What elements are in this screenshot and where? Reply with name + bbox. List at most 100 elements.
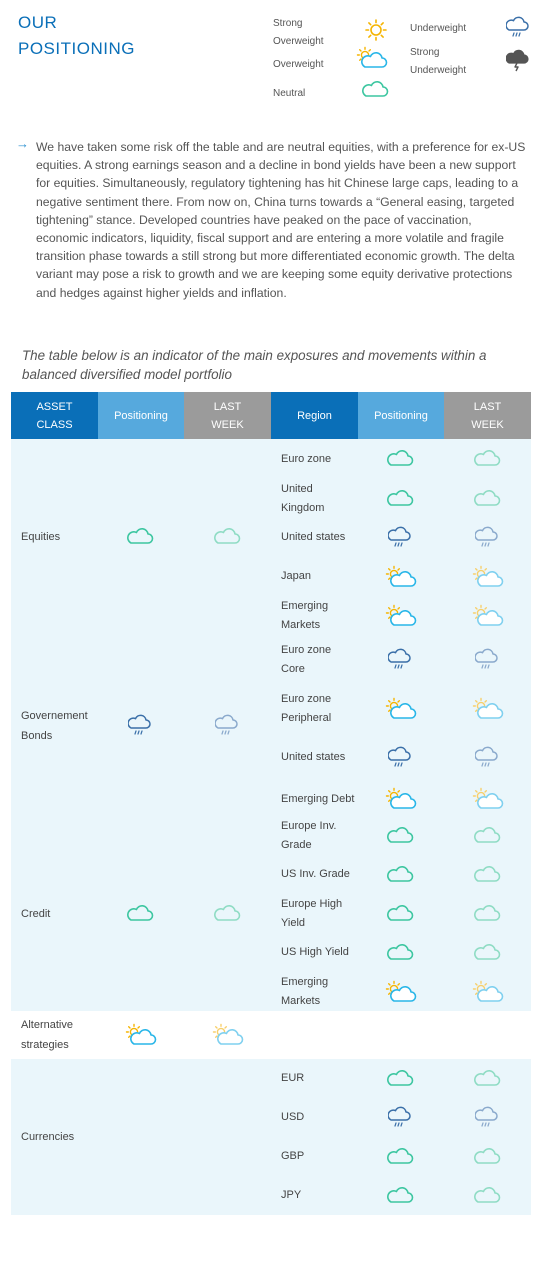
cloud-icon xyxy=(473,826,502,843)
table-row: GBP xyxy=(11,1137,531,1176)
table-row: United states xyxy=(11,518,531,557)
asset-positioning-cell xyxy=(98,439,184,635)
cloud-icon xyxy=(360,78,390,105)
asset-last-week-cell xyxy=(184,635,271,816)
region-positioning-cell xyxy=(358,782,444,816)
legend-label-line: Strong xyxy=(273,18,303,29)
cloud-icon xyxy=(387,826,415,843)
table-row: United states xyxy=(11,733,531,782)
page-title: OUR POSITIONING xyxy=(18,10,135,62)
table-row: Europe High Yield xyxy=(11,894,531,933)
sun-cloud-icon xyxy=(125,1023,157,1045)
asset-class-cell-line: Bonds xyxy=(21,729,53,742)
region-cell: Emerging Debt xyxy=(271,782,358,816)
region-last-week-cell xyxy=(444,816,531,855)
region-cell: GBP xyxy=(271,1137,358,1176)
table-row: Japan xyxy=(11,557,531,596)
table-row: Equities Euro zone xyxy=(11,439,531,635)
table-row: Currencies EUR xyxy=(11,1059,531,1215)
sun-cloud-icon xyxy=(212,1023,244,1045)
region-cell: Euro zone Core xyxy=(271,635,358,684)
region-last-week-cell xyxy=(444,684,531,733)
region-last-week-cell xyxy=(444,972,531,1011)
region-last-week-cell xyxy=(444,596,531,635)
header-text: ASSET xyxy=(36,400,73,413)
asset-last-week-cell xyxy=(184,816,271,1011)
region-last-week-cell xyxy=(444,733,531,782)
rain-cloud-icon xyxy=(388,1106,414,1127)
rain-cloud-icon xyxy=(474,1106,501,1127)
region-cell-line: GBP xyxy=(281,1150,305,1162)
arrow-right-icon: → xyxy=(16,136,29,151)
region-cell-line: United states xyxy=(281,751,346,763)
cloud-icon xyxy=(387,1186,415,1203)
rain-cloud-icon xyxy=(388,648,414,669)
region-positioning-cell xyxy=(358,439,444,479)
region-positioning-cell xyxy=(358,635,444,684)
cloud-icon xyxy=(473,1147,502,1164)
region-last-week-cell xyxy=(444,479,531,518)
cloud-icon xyxy=(473,904,502,921)
region-cell: United states xyxy=(271,733,358,782)
region-cell-line: Europe High xyxy=(281,897,343,910)
legend-strong-underweight-label: Strong Underweight xyxy=(410,44,466,80)
legend-underweight-label: Underweight xyxy=(410,23,467,34)
rain-cloud-icon xyxy=(214,714,241,735)
asset-class-cell: Credit xyxy=(11,816,98,1011)
cloud-icon xyxy=(387,865,415,882)
region-positioning-cell xyxy=(358,479,444,518)
region-cell-line: Markets xyxy=(281,994,321,1007)
header-region: Region xyxy=(271,392,358,439)
cloud-icon xyxy=(387,904,415,921)
region-positioning-cell xyxy=(358,1098,444,1137)
region-cell: Euro zone Peripheral xyxy=(271,684,358,733)
table-row: US High Yield xyxy=(11,933,531,972)
region-cell: Euro zone xyxy=(271,439,358,479)
empty-cell xyxy=(358,1011,444,1059)
legend-label-line: Strong xyxy=(410,47,440,58)
region-positioning-cell xyxy=(358,816,444,855)
region-cell: United Kingdom xyxy=(271,479,358,518)
cloud-icon xyxy=(473,1186,502,1203)
sun-cloud-icon xyxy=(356,46,388,75)
cloud-icon xyxy=(127,904,155,921)
asset-class-cell-line: Credit xyxy=(21,907,51,920)
region-positioning-cell xyxy=(358,894,444,933)
region-positioning-cell xyxy=(358,1059,444,1098)
region-cell-line: JPY xyxy=(281,1189,302,1201)
legend-overweight-label: Overweight xyxy=(273,59,324,70)
region-cell-line: Euro zone xyxy=(281,692,332,705)
title-line-2: POSITIONING xyxy=(18,39,135,58)
cloud-icon xyxy=(387,1147,415,1164)
region-cell-line: Kingdom xyxy=(281,501,325,514)
region-positioning-cell xyxy=(358,557,444,596)
header-text: WEEK xyxy=(211,418,244,431)
rain-cloud-icon xyxy=(474,648,501,669)
table-row: Emerging Markets xyxy=(11,596,531,635)
region-cell: EUR xyxy=(271,1059,358,1098)
region-cell: US Inv. Grade xyxy=(271,855,358,894)
header-text: LAST xyxy=(473,400,502,413)
header-text: WEEK xyxy=(471,418,504,431)
asset-class-cell-line: Alternative xyxy=(21,1019,73,1031)
region-cell: JPY xyxy=(271,1176,358,1215)
region-cell-line: Peripheral xyxy=(281,711,332,724)
region-last-week-cell xyxy=(444,1059,531,1098)
sun-cloud-icon xyxy=(472,980,504,1002)
region-cell-line: Emerging Debt xyxy=(281,792,355,805)
asset-positioning-cell xyxy=(98,816,184,1011)
asset-class-cell-line: Currencies xyxy=(21,1131,75,1143)
sun-cloud-icon xyxy=(385,980,417,1002)
header-positioning: Positioning xyxy=(98,392,184,439)
asset-class-cell-line: Equities xyxy=(21,531,61,543)
empty-cell xyxy=(271,1011,358,1059)
region-cell-line: Grade xyxy=(281,838,312,851)
asset-positioning-cell xyxy=(98,1059,184,1215)
legend-label-line: Underweight xyxy=(410,65,467,76)
header-last-week: LAST WEEK xyxy=(184,392,271,439)
table-row: Emerging Markets xyxy=(11,972,531,1011)
header-text: LAST xyxy=(213,400,242,413)
region-cell-line: Euro zone xyxy=(281,643,332,656)
region-cell: Japan xyxy=(271,557,358,596)
region-last-week-cell xyxy=(444,933,531,972)
